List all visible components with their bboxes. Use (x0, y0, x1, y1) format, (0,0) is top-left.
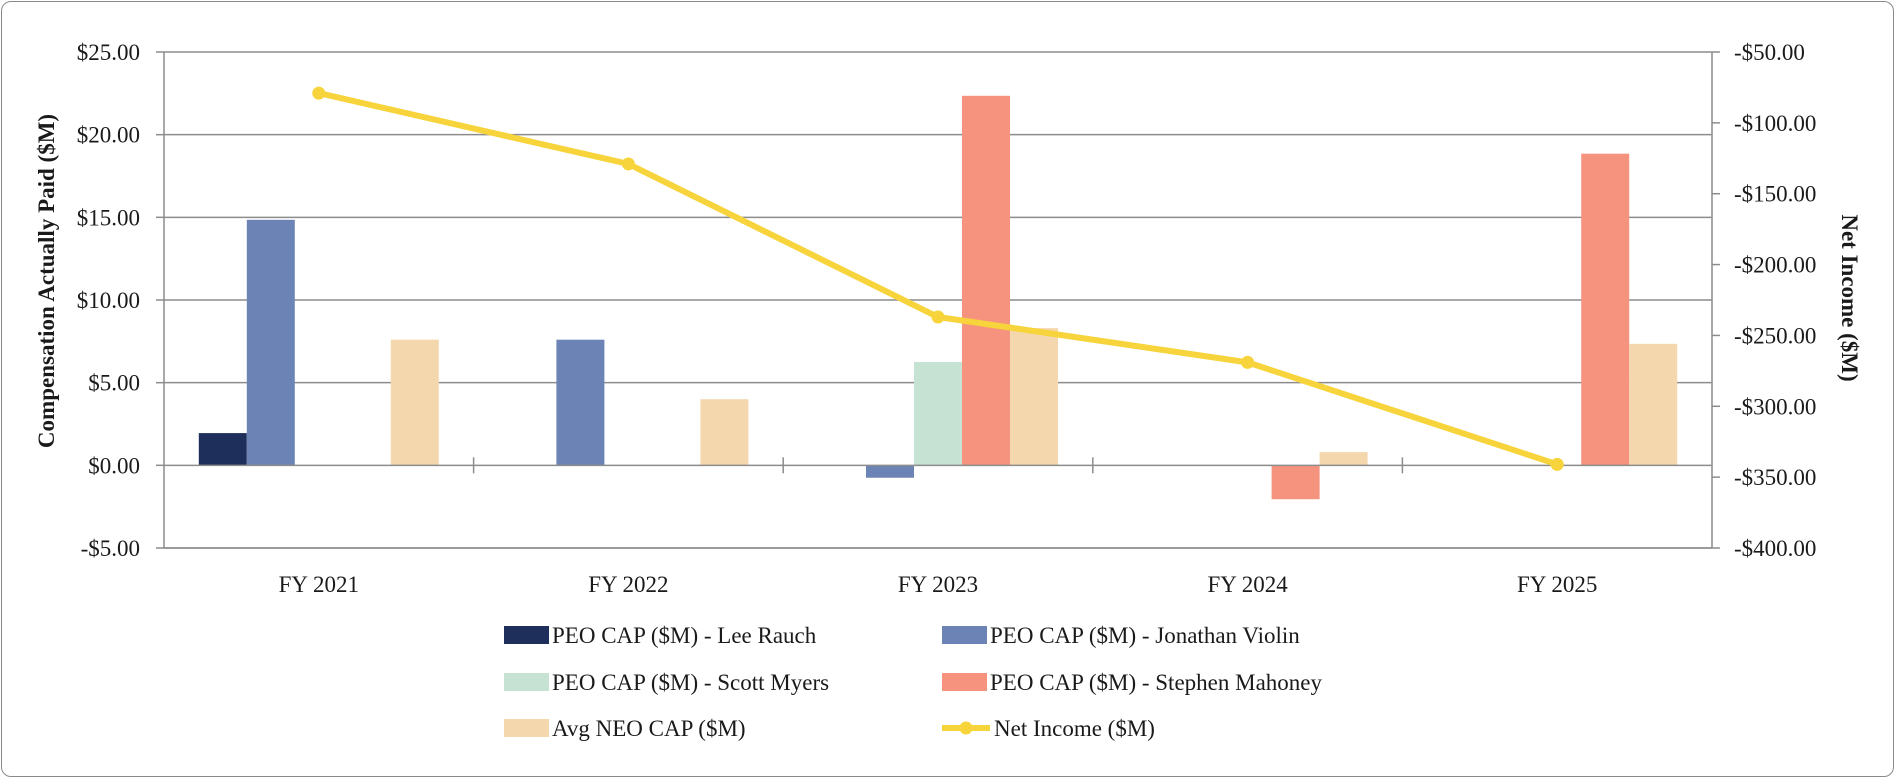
legend-label: PEO CAP ($M) - Scott Myers (552, 670, 829, 695)
bar (1581, 153, 1630, 466)
y2-tick-label: -$300.00 (1734, 394, 1816, 419)
y2-tick-label: -$400.00 (1734, 536, 1816, 561)
bars (198, 95, 1678, 500)
bar (198, 433, 247, 466)
y-tick-label: -$5.00 (81, 536, 140, 561)
bar (1010, 328, 1058, 466)
x-tick-label: FY 2024 (1207, 572, 1288, 597)
y2-axis-tick-labels: -$50.00 -$100.00 -$150.00 -$200.00 -$250.00 -… (1734, 40, 1816, 561)
legend-item: Avg NEO CAP ($M) (504, 716, 746, 741)
y2-tick-label: -$100.00 (1734, 111, 1816, 136)
y2-tick-label: -$350.00 (1734, 465, 1816, 490)
y2-tick-label: -$150.00 (1734, 182, 1816, 207)
y-tick-label: $5.00 (88, 371, 140, 396)
net-income-point (1241, 355, 1255, 369)
y-axis-tick-labels: $25.00 $20.00 $15.00 $10.00 $5.00 $0.00 -$5.00 (77, 40, 140, 561)
bar (1319, 452, 1368, 466)
legend-item: PEO CAP ($M) - Scott Myers (504, 670, 829, 695)
legend-swatch (504, 673, 549, 691)
legend-swatch (942, 626, 987, 644)
bar (700, 399, 749, 466)
y-tick-label: $20.00 (77, 123, 140, 148)
bar (1629, 343, 1678, 466)
y2-tick-label: -$200.00 (1734, 253, 1816, 278)
net-income-point (1550, 457, 1564, 471)
bar (866, 465, 914, 478)
net-income-point (312, 86, 326, 100)
legend-label: PEO CAP ($M) - Stephen Mahoney (990, 670, 1322, 695)
y-tick-label: $0.00 (88, 453, 140, 478)
bar (246, 219, 295, 466)
legend-item: PEO CAP ($M) - Stephen Mahoney (942, 670, 1322, 695)
legend-swatch (942, 673, 987, 691)
legend-item: PEO CAP ($M) - Lee Rauch (504, 623, 817, 648)
bar (556, 339, 605, 466)
legend: PEO CAP ($M) - Lee Rauch PEO CAP ($M) - J… (504, 623, 1322, 741)
gridlines (164, 51, 1712, 549)
legend-label: Avg NEO CAP ($M) (552, 716, 746, 741)
x-tick-label: FY 2021 (279, 572, 359, 597)
legend-swatch (504, 626, 549, 644)
bar (914, 362, 962, 466)
y-tick-label: $10.00 (77, 288, 140, 313)
y-tick-label: $25.00 (77, 40, 140, 65)
legend-item: PEO CAP ($M) - Jonathan Violin (942, 623, 1300, 648)
x-tick-label: FY 2025 (1517, 572, 1597, 597)
axes (156, 51, 1720, 549)
legend-label: PEO CAP ($M) - Jonathan Violin (990, 623, 1300, 648)
legend-label: PEO CAP ($M) - Lee Rauch (552, 623, 817, 648)
x-tick-label: FY 2022 (588, 572, 668, 597)
legend-label: Net Income ($M) (994, 716, 1155, 741)
y-axis-title: Compensation Actually Paid ($M) (34, 114, 59, 448)
bar (390, 339, 439, 466)
y2-tick-label: -$250.00 (1734, 323, 1816, 348)
net-income-line (312, 86, 1564, 471)
y-tick-label: $15.00 (77, 205, 140, 230)
legend-item: Net Income ($M) (942, 716, 1155, 741)
x-tick-label: FY 2023 (898, 572, 978, 597)
x-axis-tick-labels: FY 2021 FY 2022 FY 2023 FY 2024 FY 2025 (279, 572, 1598, 597)
legend-swatch (504, 719, 549, 737)
y2-axis-title: Net Income ($M) (1837, 214, 1862, 381)
y2-tick-label: -$50.00 (1734, 40, 1805, 65)
net-income-point (931, 310, 945, 324)
net-income-point (621, 157, 635, 171)
bar (962, 95, 1010, 466)
legend-marker (959, 721, 973, 735)
bar (1271, 465, 1320, 500)
